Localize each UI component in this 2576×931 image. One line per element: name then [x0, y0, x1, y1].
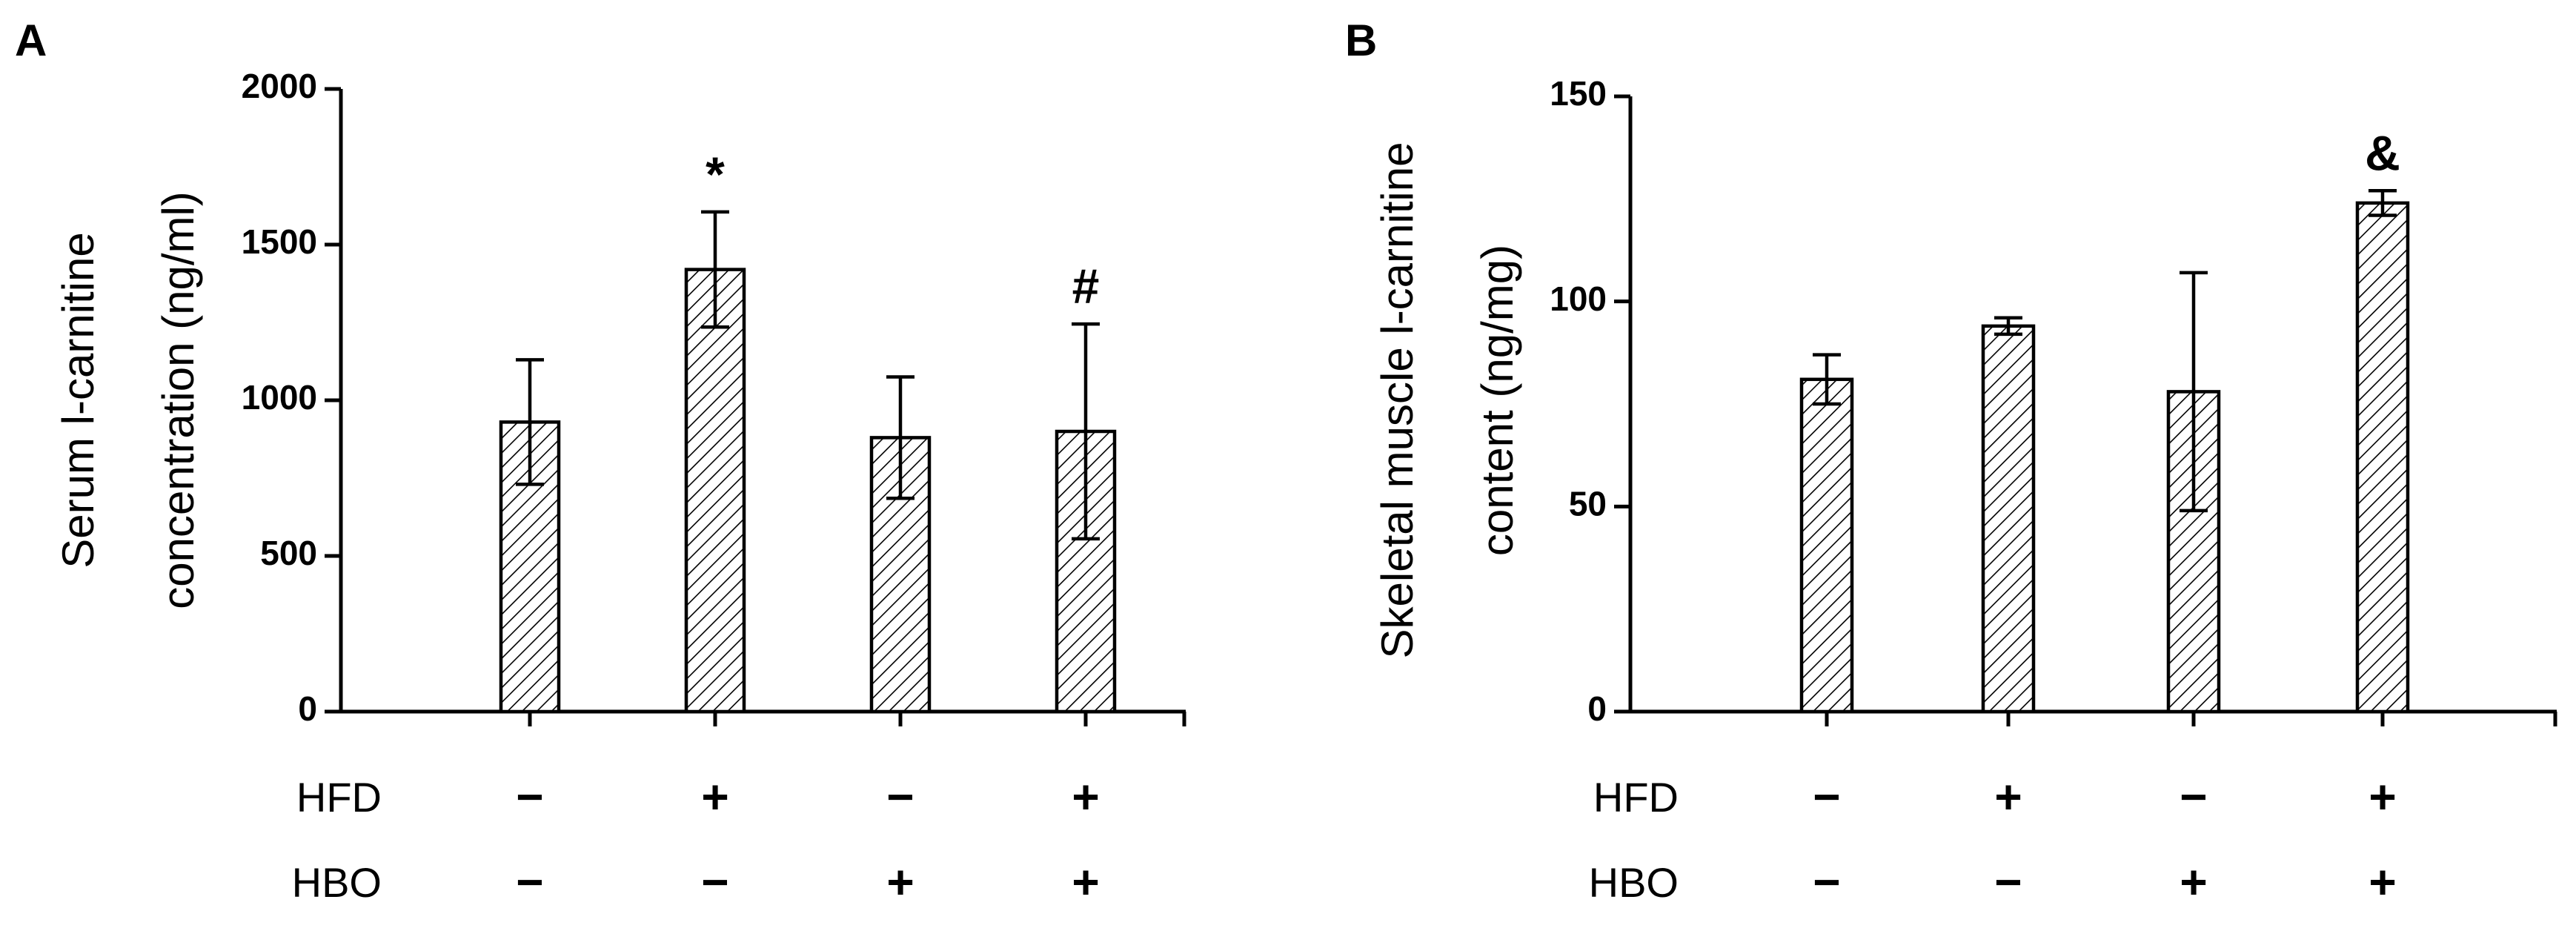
y-tick-label: 150: [1550, 74, 1607, 113]
panel-label: A: [15, 16, 47, 65]
bar: [1799, 377, 1854, 714]
bar: [2355, 201, 2410, 714]
panel-b: B Skeletal muscle l-carnitine content (ng/…: [1345, 16, 2557, 909]
y-tick-label: 1000: [242, 378, 317, 417]
condition-sign: −: [886, 770, 914, 824]
condition-sign: −: [516, 770, 543, 824]
y-axis-title-line2: concentration (ng/ml): [153, 191, 203, 609]
panel-a: A Serum l-carnitine concentration (ng/ml) 0…: [15, 16, 1186, 909]
condition-sign: −: [1994, 855, 2022, 909]
y-tick-label: 50: [1569, 484, 1607, 523]
significance-marker: &: [2365, 125, 2400, 180]
y-tick-label: 0: [1587, 689, 1607, 728]
condition-row-label: HFD: [296, 774, 382, 821]
condition-sign: +: [2368, 855, 2396, 909]
y-tick-label: 1500: [242, 222, 317, 261]
condition-row-label: HFD: [1593, 774, 1679, 821]
condition-sign: +: [701, 770, 728, 824]
y-axis-title-line1: Skeletal muscle l-carnitine: [1372, 142, 1422, 659]
condition-sign: +: [1072, 770, 1099, 824]
condition-sign: +: [2180, 855, 2207, 909]
bar: [684, 268, 746, 714]
condition-sign: +: [1994, 770, 2022, 824]
y-axis-title-line2: content (ng/mg): [1473, 245, 1522, 556]
significance-marker: #: [1072, 259, 1100, 314]
condition-sign: +: [1072, 855, 1099, 909]
panel-label: B: [1345, 16, 1377, 65]
y-tick-label: 100: [1550, 279, 1607, 318]
y-axis-title-line1: Serum l-carnitine: [53, 232, 103, 569]
condition-sign: +: [2368, 770, 2396, 824]
condition-sign: −: [2180, 770, 2207, 824]
bar: [2166, 390, 2221, 714]
condition-sign: −: [701, 855, 728, 909]
y-tick-label: 500: [260, 534, 317, 572]
condition-sign: −: [1813, 770, 1840, 824]
condition-sign: −: [516, 855, 543, 909]
condition-row-label: HBO: [292, 859, 382, 906]
y-tick-label: 2000: [242, 67, 317, 105]
condition-sign: +: [886, 855, 914, 909]
condition-row-label: HBO: [1589, 859, 1679, 906]
condition-sign: −: [1813, 855, 1840, 909]
bar: [1981, 324, 2036, 714]
y-tick-label: 0: [298, 689, 317, 728]
significance-marker: *: [706, 147, 725, 202]
